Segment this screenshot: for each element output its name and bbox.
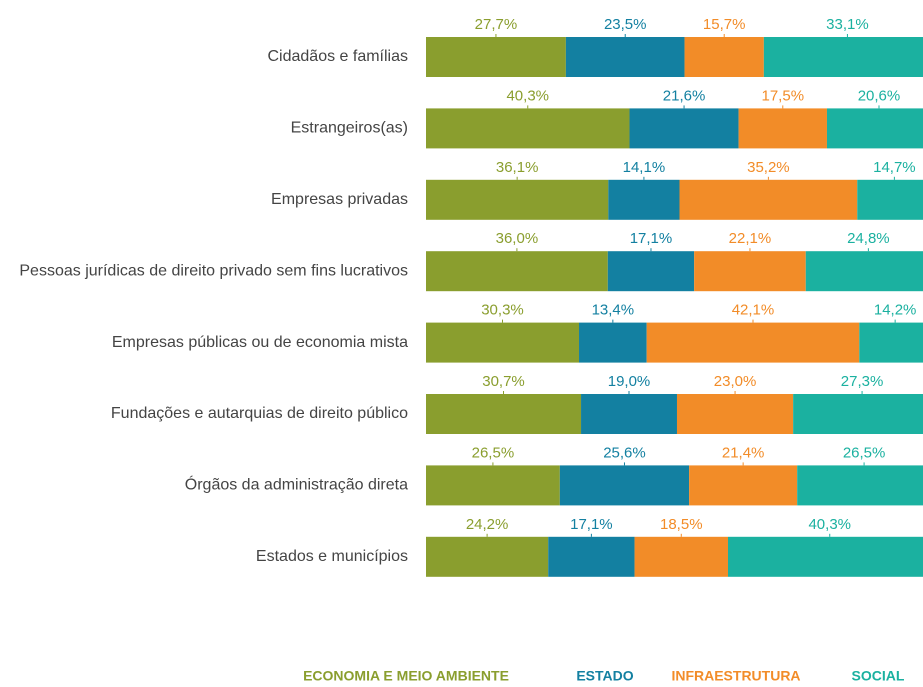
bar-segment <box>684 37 764 77</box>
legend-label: ECONOMIA E MEIO AMBIENTE <box>303 668 509 684</box>
value-label: 23,5% <box>604 16 647 33</box>
value-label: 24,8% <box>847 230 890 247</box>
bar-segment <box>426 37 566 77</box>
category-label: Estrangeiros(as) <box>291 120 408 137</box>
value-label: 23,0% <box>714 373 757 390</box>
value-label: 30,3% <box>481 302 524 319</box>
bar-segment <box>559 465 690 506</box>
legend-label: SOCIAL <box>852 668 905 684</box>
bar-segment <box>694 251 806 292</box>
bar-segment <box>426 322 580 363</box>
bar-segment <box>426 179 609 220</box>
bar-segment <box>826 108 923 149</box>
value-label: 26,5% <box>472 444 515 461</box>
legend-label: ESTADO <box>576 668 633 684</box>
bar-segment <box>565 37 685 77</box>
category-label: Pessoas jurídicas de direito privado sem… <box>19 262 408 279</box>
bar-segment <box>548 536 635 577</box>
bar-segment <box>689 465 798 506</box>
value-label: 19,0% <box>608 373 651 390</box>
value-label: 14,1% <box>623 159 666 176</box>
value-label: 21,4% <box>722 444 765 461</box>
bar-segment <box>607 251 695 292</box>
category-label: Cidadãos e famílias <box>267 48 408 65</box>
value-label: 20,6% <box>858 87 901 104</box>
bar-segment <box>763 37 923 77</box>
bar-segment <box>793 394 923 434</box>
bar-segment <box>727 536 923 577</box>
value-label: 42,1% <box>732 302 775 319</box>
bar-segment <box>857 179 923 220</box>
value-label: 36,1% <box>496 159 539 176</box>
bar-segment <box>676 394 794 434</box>
value-label: 26,5% <box>843 444 886 461</box>
bar-segment <box>426 394 582 434</box>
value-label: 25,6% <box>603 444 646 461</box>
value-label: 33,1% <box>826 16 869 33</box>
value-label: 24,2% <box>466 516 509 533</box>
category-label: Empresas privadas <box>271 191 408 208</box>
bar-segment <box>426 536 549 577</box>
category-label: Órgãos da administração direta <box>185 475 408 494</box>
value-label: 35,2% <box>747 159 790 176</box>
bar-segment <box>859 322 923 363</box>
value-label: 36,0% <box>496 230 539 247</box>
bar-segment <box>426 108 630 149</box>
value-label: 40,3% <box>808 516 851 533</box>
value-label: 18,5% <box>660 516 703 533</box>
bar-segment <box>679 179 858 220</box>
category-label: Empresas públicas ou de economia mista <box>112 334 408 351</box>
value-label: 27,3% <box>841 373 884 390</box>
bar-segment <box>426 251 608 292</box>
bar-segment <box>797 465 923 506</box>
bar-segment <box>646 322 860 363</box>
category-label: Estados e municípios <box>256 548 408 565</box>
value-label: 17,1% <box>570 516 613 533</box>
value-label: 14,2% <box>874 302 917 319</box>
bar-segment <box>608 179 680 220</box>
bar-segment <box>426 465 560 506</box>
bar-segment <box>738 108 827 149</box>
value-label: 22,1% <box>729 230 772 247</box>
value-label: 17,1% <box>630 230 673 247</box>
legend-label: INFRAESTRUTURA <box>671 668 800 684</box>
value-label: 14,7% <box>873 159 916 176</box>
bar-segment <box>579 322 647 363</box>
value-label: 13,4% <box>592 302 635 319</box>
bar-segment <box>629 108 739 149</box>
category-label: Fundações e autarquias de direito públic… <box>111 405 408 422</box>
value-label: 40,3% <box>506 87 549 104</box>
bar-segment <box>805 251 923 292</box>
value-label: 15,7% <box>703 16 746 33</box>
bar-segment <box>634 536 728 577</box>
bar-segment <box>581 394 677 434</box>
value-label: 17,5% <box>762 87 805 104</box>
value-label: 30,7% <box>482 373 525 390</box>
value-label: 27,7% <box>475 16 518 33</box>
value-label: 21,6% <box>663 87 706 104</box>
